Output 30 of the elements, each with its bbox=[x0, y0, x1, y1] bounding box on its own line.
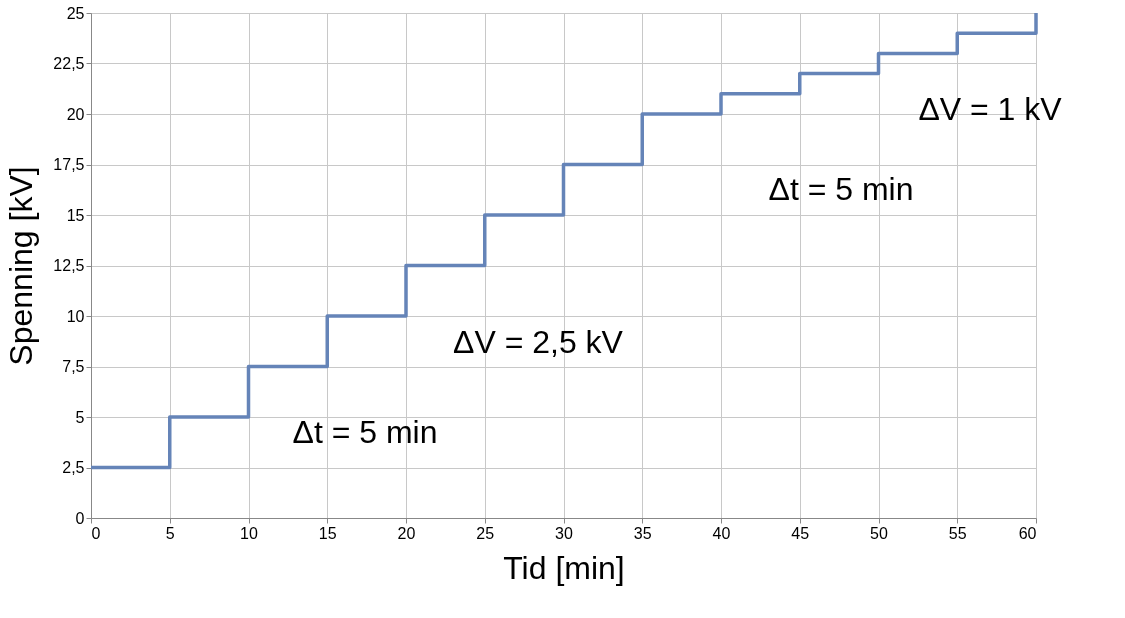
x-tick-label: 55 bbox=[948, 524, 967, 542]
x-axis-title: Tid [min] bbox=[503, 549, 625, 586]
annotation: Δt = 5 min bbox=[292, 414, 438, 450]
y-tick-label: 7,5 bbox=[62, 358, 85, 375]
y-tick-label: 22,5 bbox=[53, 55, 85, 72]
x-tick-label: 0 bbox=[91, 524, 101, 542]
x-tick-label: 35 bbox=[633, 524, 652, 542]
x-tick-label: 15 bbox=[318, 524, 337, 542]
y-tick-label: 15 bbox=[66, 206, 85, 224]
y-tick-label: 5 bbox=[75, 408, 85, 426]
x-tick-label: 20 bbox=[397, 524, 416, 542]
y-tick-label: 17,5 bbox=[53, 156, 85, 173]
annotation: ΔV = 2,5 kV bbox=[453, 324, 624, 360]
y-tick-label: 25 bbox=[66, 4, 85, 22]
annotation: Δt = 5 min bbox=[768, 171, 914, 207]
x-tick-label: 10 bbox=[240, 524, 258, 542]
x-tick-label: 60 bbox=[1018, 524, 1037, 542]
y-tick-label: 10 bbox=[66, 307, 85, 325]
x-tick-label: 50 bbox=[870, 524, 888, 542]
x-tick-label: 25 bbox=[476, 524, 495, 542]
y-axis-title: Spenning [kV] bbox=[3, 166, 40, 366]
x-tick-label: 30 bbox=[555, 524, 573, 542]
y-tick-label: 0 bbox=[75, 509, 85, 527]
annotation: ΔV = 1 kV bbox=[918, 91, 1063, 127]
x-tick-label: 40 bbox=[712, 524, 731, 542]
y-tick-label: 20 bbox=[66, 105, 85, 123]
x-tick-label: 5 bbox=[165, 524, 175, 542]
x-tick-label: 45 bbox=[791, 524, 810, 542]
y-tick-label: 12,5 bbox=[53, 257, 85, 274]
y-tick-label: 2,5 bbox=[62, 459, 85, 476]
